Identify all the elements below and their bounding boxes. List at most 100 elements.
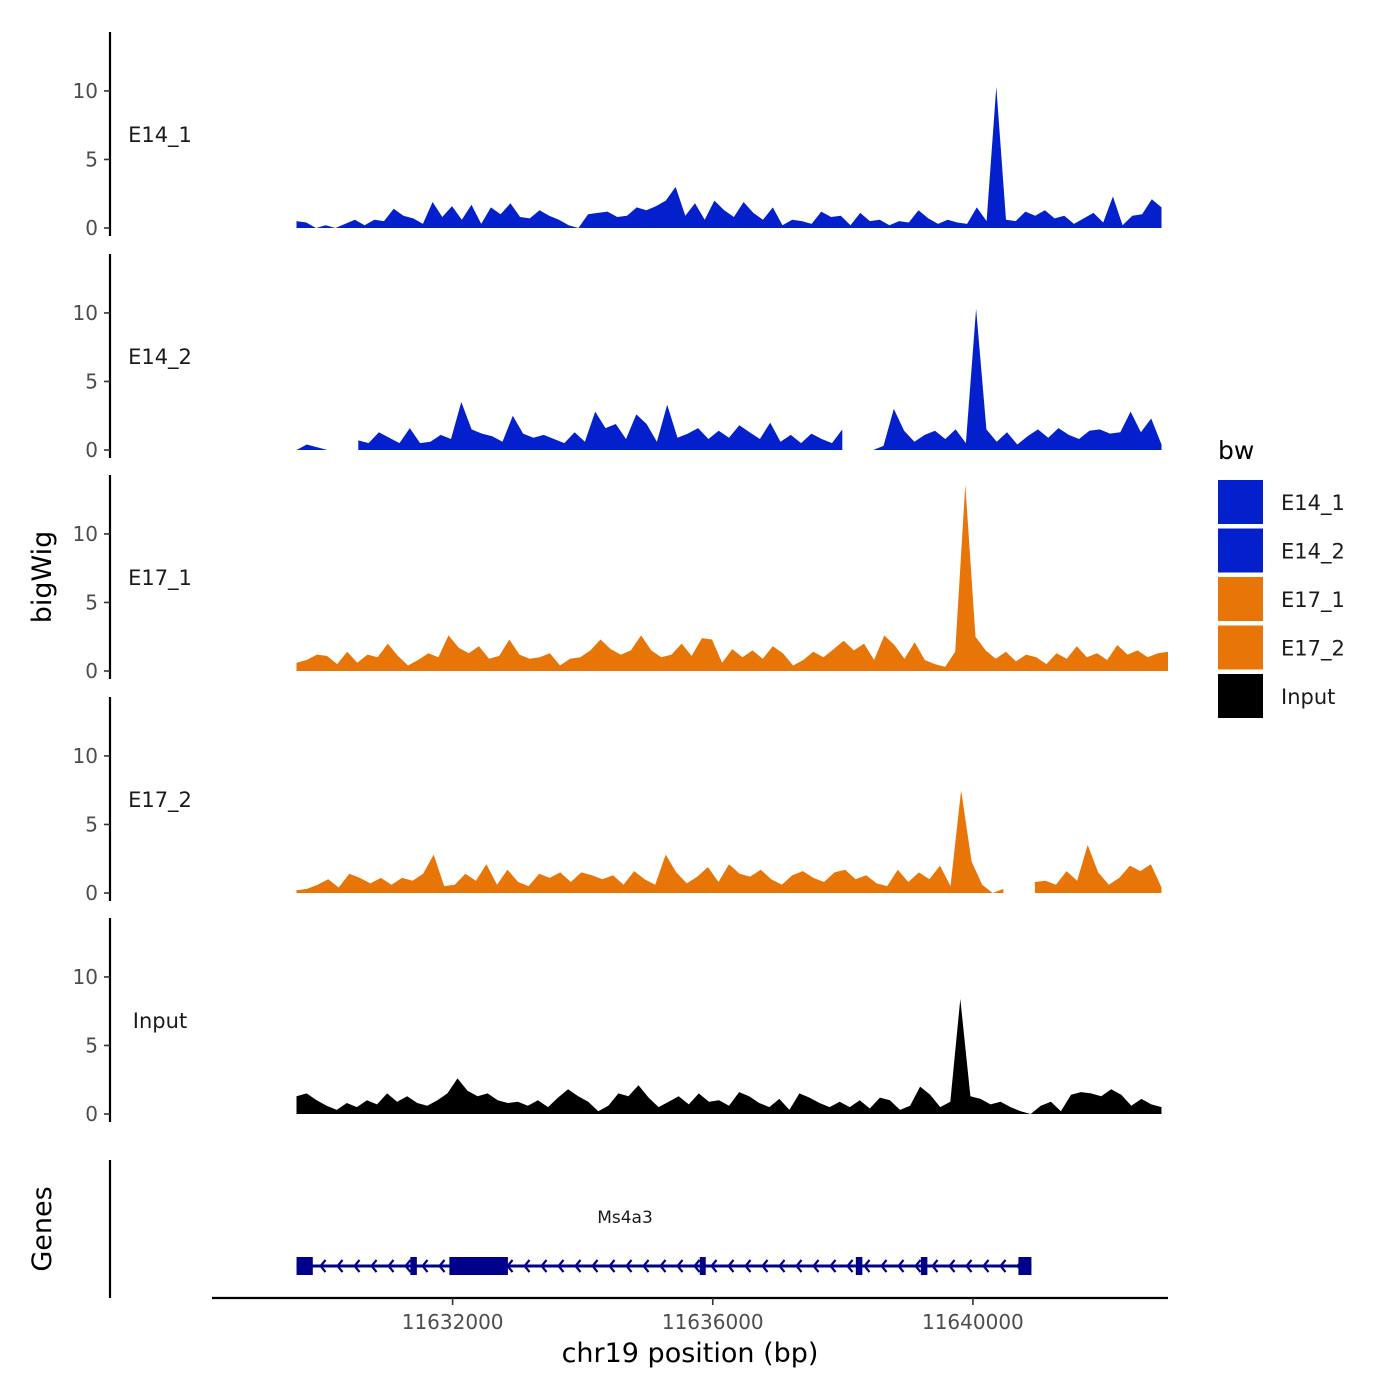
strand-arrow — [540, 1259, 548, 1273]
y-tick-label: 5 — [85, 369, 98, 393]
strand-arrow — [625, 1259, 633, 1273]
strand-arrow — [438, 1259, 446, 1273]
strand-arrow — [336, 1259, 344, 1273]
strand-arrow — [880, 1259, 888, 1273]
panel-e14-1: 0 5 10 E14_1 — [73, 32, 1162, 240]
y-tick-label: 5 — [85, 1033, 98, 1057]
strand-arrow — [829, 1259, 837, 1273]
panel-input: 0 5 10 Input — [73, 918, 1162, 1126]
area-series-e14-1 — [296, 86, 1162, 228]
track-label: E17_2 — [128, 788, 192, 813]
strand-arrow — [676, 1259, 684, 1273]
strand-arrow — [914, 1259, 922, 1273]
x-tick-label: 11636000 — [662, 1310, 764, 1334]
legend-label: E14_2 — [1281, 540, 1345, 565]
y-tick-label: 0 — [85, 1102, 98, 1126]
legend-label: Input — [1281, 685, 1335, 709]
gene-exon — [449, 1257, 508, 1275]
x-axis: 11632000 11636000 11640000 — [212, 1296, 1168, 1334]
strand-arrow — [863, 1259, 871, 1273]
strand-arrow — [387, 1259, 395, 1273]
panel-e17-1: 0 5 10 E17_1 — [73, 475, 1168, 683]
y-tick-label: 0 — [85, 881, 98, 905]
area-series-e17-2 — [296, 790, 1004, 893]
y-tick-label: 0 — [85, 438, 98, 462]
strand-arrow — [608, 1259, 616, 1273]
strand-arrow — [948, 1259, 956, 1273]
track-label: E14_1 — [128, 123, 192, 148]
area-series-e14-2 — [358, 402, 843, 450]
track-label: E14_2 — [128, 345, 192, 370]
track-panels: 0 5 10 E14_1 0 5 10 E14_2 0 5 10 E17_1 0 5 10 E17_2 0 5 10… — [73, 32, 1168, 1126]
legend-swatch-input — [1218, 674, 1263, 718]
area-series-e17-1 — [296, 484, 1168, 671]
gene-exon — [410, 1257, 417, 1275]
area-series-input — [296, 998, 1162, 1114]
strand-arrow — [778, 1259, 786, 1273]
gene-exon — [920, 1257, 928, 1275]
strand-arrow — [982, 1259, 990, 1273]
y-tick-label: 10 — [73, 522, 98, 546]
strand-arrow — [557, 1259, 565, 1273]
legend-swatch-e14-1 — [1218, 480, 1263, 524]
strand-arrow — [999, 1259, 1007, 1273]
strand-arrow — [574, 1259, 582, 1273]
y-tick-label: 5 — [85, 590, 98, 614]
gene-exon — [699, 1257, 706, 1275]
strand-arrow — [965, 1259, 973, 1273]
panel-e14-2: 0 5 10 E14_2 — [73, 254, 1162, 462]
genes-panel: Ms4a3 — [108, 1160, 1032, 1298]
strand-arrow — [727, 1259, 735, 1273]
y-tick-label: 10 — [73, 744, 98, 768]
strand-arrow — [591, 1259, 599, 1273]
strand-arrow — [744, 1259, 752, 1273]
track-label: Input — [133, 1009, 187, 1033]
legend-swatch-e17-2 — [1218, 625, 1263, 670]
strand-arrow — [404, 1259, 412, 1273]
x-tick-label: 11632000 — [402, 1310, 504, 1334]
legend-label: E17_2 — [1281, 637, 1345, 662]
area-series-e17-2 — [1034, 845, 1162, 893]
strand-arrow — [710, 1259, 718, 1273]
strand-arrow — [659, 1259, 667, 1273]
y-tick-label: 10 — [73, 301, 98, 325]
legend-label: E17_1 — [1281, 588, 1345, 613]
panel-e17-2: 0 5 10 E17_2 — [73, 697, 1162, 905]
strand-arrow — [812, 1259, 820, 1273]
gene-exon — [1018, 1257, 1032, 1275]
strand-arrow — [846, 1259, 854, 1273]
track-label: E17_1 — [128, 566, 192, 591]
legend-swatch-e17-1 — [1218, 577, 1263, 621]
y-tick-label: 0 — [85, 659, 98, 683]
y-tick-label: 5 — [85, 812, 98, 836]
strand-arrow — [761, 1259, 769, 1273]
x-tick-label: 11640000 — [922, 1310, 1024, 1334]
strand-arrow — [795, 1259, 803, 1273]
y-tick-label: 5 — [85, 147, 98, 171]
gene-exon — [296, 1257, 313, 1275]
legend-label: E14_1 — [1281, 491, 1345, 516]
x-axis-title: chr19 position (bp) — [562, 1338, 819, 1369]
y-tick-label: 0 — [85, 216, 98, 240]
strand-arrow — [353, 1259, 361, 1273]
genes-axis-title: Genes — [27, 1186, 58, 1271]
strand-arrow — [370, 1259, 378, 1273]
legend-title: bw — [1218, 436, 1254, 465]
y-tick-label: 10 — [73, 965, 98, 989]
area-series-e14-2 — [873, 308, 1162, 450]
strand-arrow — [523, 1259, 531, 1273]
gene-exon — [855, 1257, 863, 1275]
strand-arrow — [931, 1259, 939, 1273]
legend-swatch-e14-2 — [1218, 528, 1263, 573]
area-series-e14-2 — [296, 444, 328, 450]
y-axis-title: bigWig — [27, 531, 58, 624]
strand-arrow — [319, 1259, 327, 1273]
strand-arrow — [421, 1259, 429, 1273]
y-tick-label: 10 — [73, 79, 98, 103]
strand-arrow — [693, 1259, 701, 1273]
gene-name-label: Ms4a3 — [597, 1208, 653, 1228]
strand-arrow — [642, 1259, 650, 1273]
legend: bw E14_1 E14_2 E17_1 E17_2 Input — [1218, 436, 1345, 718]
strand-arrow — [897, 1259, 905, 1273]
